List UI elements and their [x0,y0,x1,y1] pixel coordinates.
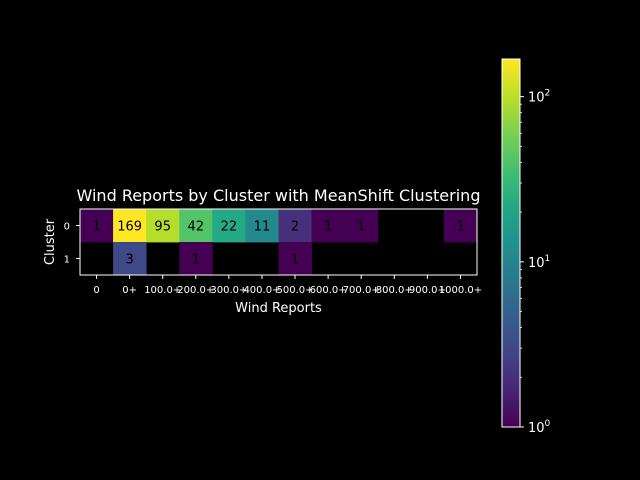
heatmap-cell [179,209,213,243]
heatmap-cell [113,242,147,276]
chart-title: Wind Reports by Cluster with MeanShift C… [77,186,481,205]
plot-frame [79,208,478,276]
heatmap-cell [443,209,478,243]
cell-value-label: 3 [125,253,133,268]
heatmap-cell [179,242,213,276]
cell-value-label: 95 [154,220,171,235]
heatmap-cell [278,209,312,243]
x-tick-label: 100.0+ [144,285,181,296]
cell-value-label: 1 [291,253,299,268]
cell-value-label: 169 [117,220,142,235]
y-axis: 01 [64,222,80,266]
heatmap-cell [113,209,147,243]
cell-value-label: 1 [92,220,100,235]
cell-value-label: 2 [291,220,299,235]
heatmap-cell [344,209,379,243]
x-tick-label: 800.0+ [376,285,413,296]
heatmap-cell [311,209,346,243]
heatmap-cell [80,209,114,243]
cell-value-label: 1 [456,220,464,235]
x-axis: 0 0+ 100.0+200.0+300.0+400.0+500.0+600.0+7… [93,275,482,296]
x-tick-label: 600.0+ [310,285,347,296]
cell-value-label: 22 [221,220,238,235]
y-tick-label: 0 [64,222,70,233]
x-tick-label: 900.0+ [409,285,446,296]
y-axis-label: Cluster [43,218,58,265]
heatmap-cells: 1 169 95 42 22 11 2 1 1 13 1 1 [80,209,478,276]
cell-value-label: 1 [357,220,365,235]
x-tick-label: 200.0+ [177,285,214,296]
x-tick-label: 400.0+ [243,285,280,296]
x-axis-label: Wind Reports [235,301,322,316]
cell-value-label: 11 [254,220,271,235]
x-tick-label: 300.0+ [210,285,247,296]
y-tick-label: 1 [64,255,70,266]
x-tick-label: 0+ [122,285,137,296]
colorbar [501,58,521,428]
heatmap-cell [146,209,180,243]
x-tick-label: 500.0+ [277,285,314,296]
x-tick-label: 0 [93,285,99,296]
cell-value-label: 1 [324,220,332,235]
heatmap-cell [245,209,279,243]
x-tick-label: 700.0+ [343,285,380,296]
heatmap-cell [278,242,312,276]
x-tick-label: 1000.0+ [439,285,482,296]
cell-value-label: 42 [188,220,205,235]
heatmap-cell [212,209,246,243]
cell-value-label: 1 [192,253,200,268]
